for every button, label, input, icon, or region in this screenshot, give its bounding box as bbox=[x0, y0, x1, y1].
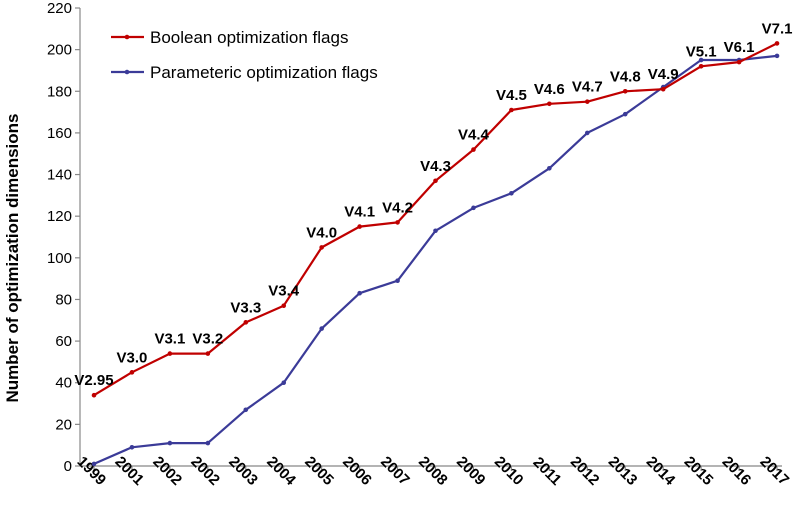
version-label: V4.0 bbox=[306, 224, 337, 241]
y-axis-label: Number of optimization dimensions bbox=[3, 113, 22, 402]
y-tick-label: 100 bbox=[47, 250, 72, 267]
version-label: V4.1 bbox=[344, 204, 375, 221]
data-point-1 bbox=[357, 290, 362, 296]
y-ticks: 0 20 40 60 80 100 120 140 160 180 200 220 bbox=[47, 0, 80, 475]
x-ticks: 1999 2001 2002 2002 2003 2004 2005 2006 2007 2008… bbox=[74, 453, 793, 489]
data-point-0 bbox=[319, 245, 324, 250]
data-point-1 bbox=[547, 166, 552, 171]
data-point-1 bbox=[167, 440, 173, 446]
axes bbox=[79, 8, 782, 467]
x-tick-label: 2011 bbox=[530, 454, 565, 489]
x-tick-label: 2013 bbox=[605, 453, 641, 489]
x-tick-label: 2012 bbox=[567, 453, 603, 489]
data-point-1 bbox=[698, 57, 704, 63]
data-point-0 bbox=[129, 370, 135, 375]
data-point-1 bbox=[91, 461, 97, 467]
data-point-0 bbox=[281, 303, 287, 309]
x-tick-label: 2016 bbox=[719, 453, 755, 489]
legend-marker-0 bbox=[124, 34, 130, 40]
y-tick-label: 20 bbox=[55, 416, 72, 433]
data-point-0 bbox=[91, 392, 97, 398]
data-point-1 bbox=[319, 326, 324, 331]
y-tick-label: 180 bbox=[47, 83, 72, 100]
data-point-1 bbox=[205, 440, 211, 446]
x-tick-label: 2004 bbox=[263, 453, 299, 489]
data-point-0 bbox=[205, 351, 211, 356]
x-tick-label: 2006 bbox=[339, 453, 375, 489]
data-point-1 bbox=[509, 190, 514, 196]
y-tick-label: 0 bbox=[64, 458, 72, 475]
x-tick-label: 2005 bbox=[301, 453, 337, 489]
legend-marker-1 bbox=[124, 69, 130, 75]
legend-label-1: Parameteric optimization flags bbox=[150, 63, 378, 82]
y-tick-label: 80 bbox=[55, 291, 72, 308]
data-point-1 bbox=[129, 444, 135, 450]
y-tick-label: 120 bbox=[47, 208, 72, 225]
version-label: V4.3 bbox=[420, 158, 451, 175]
data-point-0 bbox=[243, 320, 249, 325]
data-point-1 bbox=[622, 111, 628, 117]
legend-label-0: Boolean optimization flags bbox=[150, 28, 348, 47]
data-point-1 bbox=[281, 380, 287, 386]
data-point-0 bbox=[736, 59, 742, 65]
data-point-0 bbox=[395, 220, 400, 225]
x-tick-label: 2003 bbox=[225, 453, 261, 489]
data-point-0 bbox=[357, 224, 362, 229]
version-label: V3.3 bbox=[230, 299, 261, 316]
data-point-1 bbox=[395, 278, 400, 284]
data-point-0 bbox=[509, 107, 514, 113]
version-label: V4.8 bbox=[610, 68, 641, 85]
y-tick-label: 60 bbox=[55, 333, 72, 350]
x-tick-label: 2002 bbox=[149, 453, 185, 489]
version-label: V4.2 bbox=[382, 199, 413, 216]
y-tick-label: 40 bbox=[55, 375, 72, 392]
data-point-1 bbox=[433, 228, 438, 234]
version-label: V3.4 bbox=[268, 283, 300, 300]
x-tick-label: 2008 bbox=[415, 453, 451, 489]
y-tick-label: 140 bbox=[47, 167, 72, 184]
data-point-1 bbox=[584, 130, 590, 136]
version-label: V3.0 bbox=[117, 349, 148, 366]
x-tick-label: 2015 bbox=[681, 453, 717, 489]
y-tick-label: 200 bbox=[47, 42, 72, 59]
version-label: V7.1 bbox=[762, 20, 793, 37]
data-point-0 bbox=[622, 88, 628, 94]
series-lines bbox=[91, 41, 780, 467]
data-point-0 bbox=[584, 99, 590, 104]
data-point-0 bbox=[547, 101, 552, 107]
version-label: V4.6 bbox=[534, 81, 565, 98]
series-line-1 bbox=[93, 54, 778, 465]
data-point-0 bbox=[774, 41, 780, 46]
x-tick-label: 2010 bbox=[491, 453, 527, 489]
data-point-1 bbox=[774, 53, 780, 59]
y-tick-label: 220 bbox=[47, 0, 72, 17]
version-label: V4.9 bbox=[648, 66, 679, 83]
data-point-0 bbox=[698, 63, 704, 69]
version-label: V2.95 bbox=[74, 372, 113, 389]
version-label: V4.5 bbox=[496, 87, 527, 104]
data-point-1 bbox=[243, 407, 249, 413]
x-tick-label: 2007 bbox=[377, 453, 413, 489]
data-point-1 bbox=[471, 205, 476, 211]
legend: Boolean optimization flags Parameteric op… bbox=[111, 28, 378, 82]
data-point-0 bbox=[167, 351, 173, 356]
data-point-0 bbox=[471, 147, 476, 152]
version-label: V3.2 bbox=[192, 331, 223, 348]
x-tick-label: 2001 bbox=[112, 453, 148, 489]
version-label: V5.1 bbox=[686, 43, 717, 60]
data-point-0 bbox=[433, 178, 438, 184]
x-tick-label: 2014 bbox=[643, 453, 679, 489]
data-point-0 bbox=[660, 86, 666, 92]
y-tick-label: 160 bbox=[47, 125, 72, 142]
version-label: V6.1 bbox=[724, 39, 755, 56]
version-label: V3.1 bbox=[154, 331, 185, 348]
version-label: V4.7 bbox=[572, 79, 603, 96]
x-tick-label: 2017 bbox=[757, 453, 793, 489]
x-tick-label: 2009 bbox=[453, 453, 489, 489]
x-tick-label: 2002 bbox=[187, 453, 223, 489]
version-label: V4.4 bbox=[458, 127, 490, 144]
